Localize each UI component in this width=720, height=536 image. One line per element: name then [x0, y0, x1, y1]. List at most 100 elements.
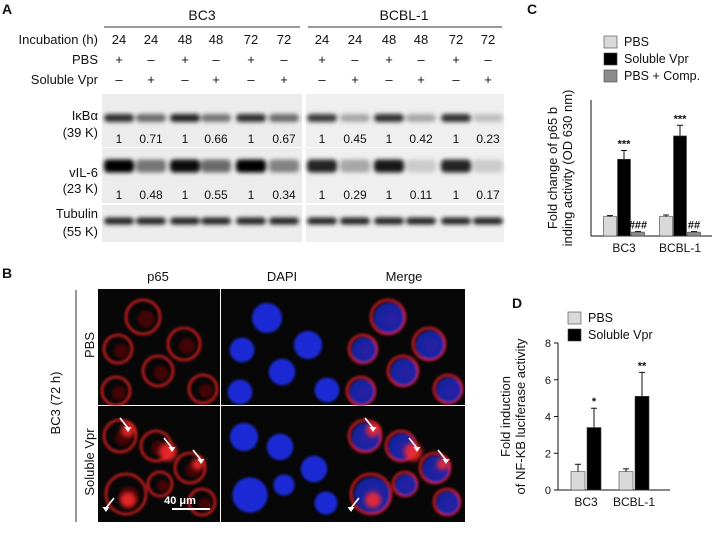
lane-incubation-0: 24 [112, 32, 126, 47]
chartD-y-tick-label-1: 2 [545, 448, 551, 460]
lane-pbs-2: + [181, 52, 189, 67]
arrow-icon [197, 459, 205, 464]
band-1-1 [136, 159, 166, 173]
lane-incubation-10: 72 [449, 32, 463, 47]
blot-bands-2 [104, 217, 503, 225]
lane-vpr-11: + [484, 72, 492, 87]
dapi-nucleus [436, 377, 462, 403]
chartD-bar-1-0 [618, 471, 634, 491]
chartD-y-tick-label-2: 4 [545, 412, 551, 424]
band-value-0-4: 1 [248, 132, 255, 146]
band-2-7 [340, 217, 370, 225]
dapi-nucleus [349, 379, 375, 405]
band-value-1-11: 0.17 [476, 188, 500, 202]
lane-vpr-9: + [417, 72, 425, 87]
blot-row-1: vIL-6(23 K) 1 0.48 1 0.55 1 0.34 1 0.29 1 0.11 1 0.1… [63, 148, 504, 203]
band-value-1-0: 1 [116, 188, 123, 202]
lane-incubation-7: 24 [348, 32, 362, 47]
band-1-8 [374, 159, 404, 173]
chartC-bar-1-1 [673, 135, 687, 237]
blot-name-0: IκBα [72, 108, 99, 123]
chartC-legend-swatch-0 [603, 35, 618, 49]
chartD-bar-0-0 [570, 471, 586, 491]
panel-a-letter: A [2, 1, 12, 17]
band-value-0-3: 0.66 [204, 132, 228, 146]
p65-cytoplasm [157, 480, 169, 492]
chartC-legend-label-0: PBS [624, 35, 649, 49]
micrograph-r1-c2 [343, 406, 465, 522]
lane-vpr-8: – [385, 72, 393, 87]
micrograph-r1-c0: 40 μm [98, 406, 220, 522]
panel-b-letter: B [2, 265, 12, 281]
band-value-0-8: 1 [386, 132, 393, 146]
p65-cytoplasm [153, 365, 169, 381]
lane-pbs-9: – [417, 52, 425, 67]
p65-cytoplasm [199, 384, 213, 398]
band-0-6 [307, 114, 337, 122]
p65-membrane [345, 375, 377, 407]
chartC-legend-label-1: Soluble Vpr [624, 52, 689, 66]
chartD-bar-0-1 [586, 427, 602, 491]
dapi-nucleus [229, 337, 255, 363]
chartC-significance-1-1: *** [674, 113, 688, 125]
chartD-y-tick-label-4: 8 [545, 338, 551, 350]
lane-vpr-0: – [115, 72, 123, 87]
arrow-icon [102, 507, 110, 512]
dapi-nucleus [415, 330, 445, 360]
dapi-nucleus [229, 422, 259, 452]
p65-membrane [411, 326, 447, 362]
chartC-bar-1-0 [659, 216, 673, 237]
band-1-3 [201, 159, 231, 173]
band-2-8 [374, 217, 404, 225]
p65-membrane [166, 326, 202, 362]
band-2-11 [473, 217, 503, 225]
micrograph-r0-c1 [221, 289, 343, 405]
lane-pbs-10: + [452, 52, 460, 67]
scale-bar-label: 40 μm [164, 495, 196, 507]
micrograph-r1-c1 [221, 406, 343, 522]
chartC-y-axis-label: Fold change of p65 binding activity (OD … [545, 90, 575, 247]
band-0-10 [441, 114, 471, 122]
p65-membrane [347, 418, 383, 454]
lane-vpr-1: + [147, 72, 155, 87]
panel-a: A BC3 BCBL-1 Incubation (h) PBS Soluble … [2, 1, 504, 242]
lane-pbs-4: + [247, 52, 255, 67]
band-value-1-8: 1 [386, 188, 393, 202]
band-value-1-4: 1 [248, 188, 255, 202]
lane-vpr-3: + [212, 72, 220, 87]
arrow-icon [369, 427, 377, 432]
dapi-nucleus [268, 358, 296, 386]
blot-name-1: vIL-6 [69, 165, 98, 180]
p65-membrane [100, 375, 132, 407]
lane-headers: 24 + – 24 – +48 + – 48 – +72 + – 72 – +24 + – 24 – +48 + – 48 – +… [112, 32, 495, 87]
p65-cytoplasm [137, 310, 155, 328]
lane-vpr-2: – [181, 72, 189, 87]
chartC-significance-0-2: ### [629, 220, 647, 232]
band-value-0-1: 0.71 [139, 132, 163, 146]
p65-membrane [349, 472, 393, 516]
blot-row-0: IκBα (39 K) 1 0.71 1 0.66 1 0.67 1 0.45 1 0.42 1 0.23 [63, 94, 504, 147]
chartD-significance-1-1: ** [638, 360, 647, 372]
blot-strip-bcbl1-1 [306, 148, 504, 203]
band-0-9 [406, 114, 436, 122]
lane-pbs-3: – [212, 52, 220, 67]
band-1-11 [473, 159, 503, 173]
arrow-shaft [163, 437, 173, 449]
lane-pbs-1: – [147, 52, 155, 67]
lane-pbs-0: + [115, 52, 123, 67]
band-value-0-2: 1 [182, 132, 189, 146]
lane-pbs-8: + [385, 52, 393, 67]
lane-incubation-6: 24 [315, 32, 329, 47]
band-1-10 [441, 159, 471, 173]
dapi-nucleus [266, 433, 294, 461]
cell-group [100, 298, 219, 407]
chartD-legend-swatch-1 [567, 328, 582, 342]
dapi-nucleus [293, 330, 323, 360]
cell-group [345, 298, 464, 407]
lane-incubation-2: 48 [178, 32, 192, 47]
band-0-1 [136, 114, 166, 122]
p65-membrane [187, 373, 219, 405]
chartC-legend-swatch-2 [603, 69, 618, 83]
blot-size-0: (39 K) [63, 125, 98, 140]
lane-vpr-4: – [247, 72, 255, 87]
